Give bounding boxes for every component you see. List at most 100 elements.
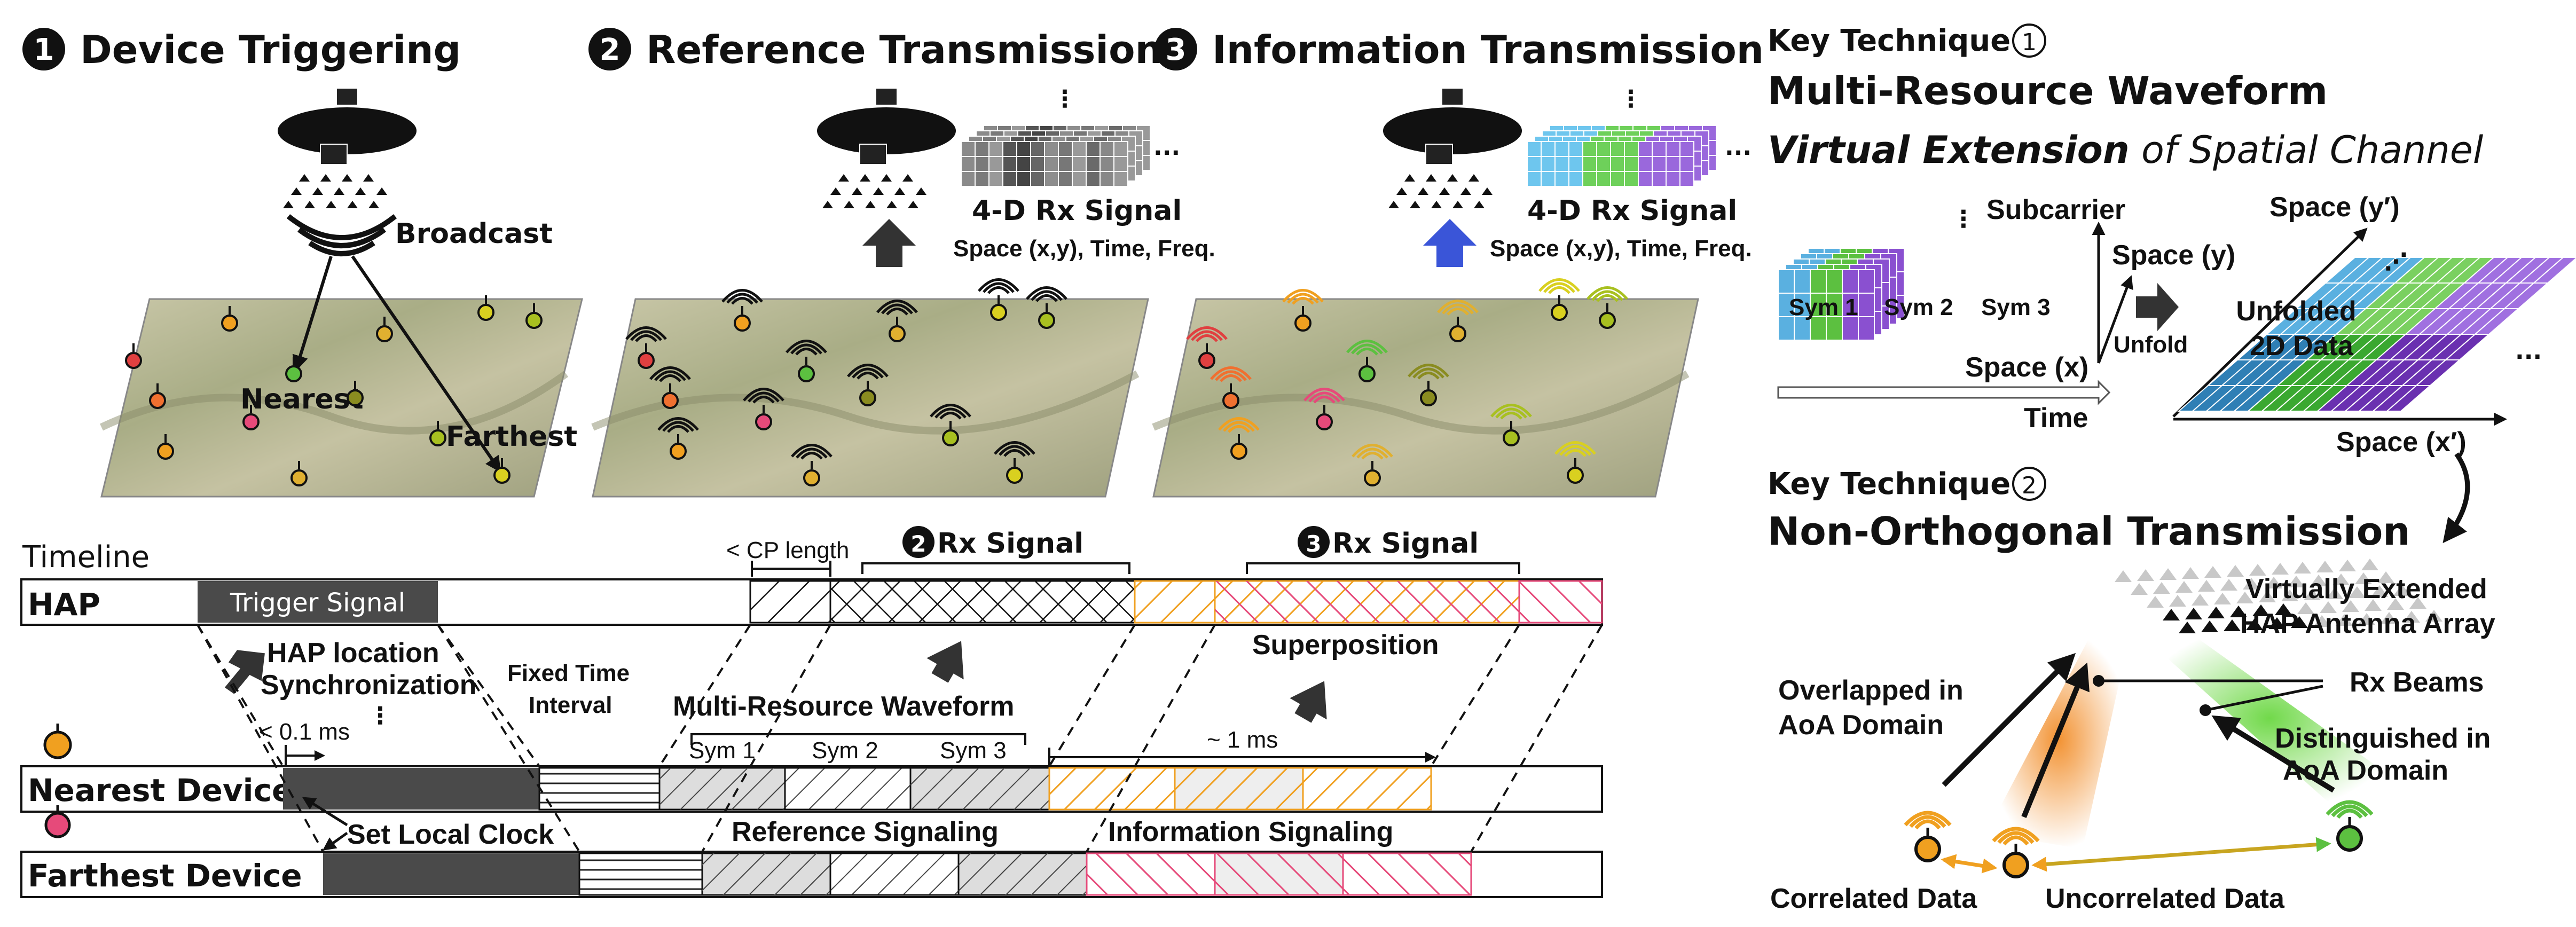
device-marker bbox=[477, 304, 494, 321]
hap-rx-block bbox=[830, 581, 1135, 623]
set-clock-label: Set Local Clock bbox=[347, 819, 554, 850]
virtual-antenna-array bbox=[2115, 559, 2443, 633]
device-marker bbox=[1599, 312, 1616, 329]
key2-distinguished1: Distinguished in bbox=[2275, 723, 2491, 754]
step2-title: Reference Transmission bbox=[646, 27, 1163, 72]
farthest-info1-block bbox=[1086, 852, 1216, 896]
up-arrow-3 bbox=[1423, 219, 1477, 267]
farthest-fixed-block bbox=[578, 852, 703, 896]
nearest-sym1-block bbox=[659, 768, 785, 810]
device-marker bbox=[376, 325, 393, 342]
key2-distinguished2: AoA Domain bbox=[2283, 755, 2448, 786]
device-markers-1 bbox=[125, 295, 543, 486]
rx3-label: Rx Signal bbox=[1332, 528, 1479, 560]
map-panel-2: ... ⋮ 4-D Rx Signal Space (x,y), Time, F… bbox=[591, 85, 1215, 498]
unfold-arrow bbox=[2136, 283, 2179, 331]
nearest-wait-block bbox=[283, 768, 539, 810]
device-marker bbox=[670, 443, 687, 460]
device-marker bbox=[1294, 315, 1311, 332]
farthest-sym3-block bbox=[959, 853, 1087, 895]
nearest-sym2-block bbox=[784, 767, 912, 811]
one-ms-label: ~ 1 ms bbox=[1207, 727, 1278, 753]
device-marker bbox=[1914, 836, 1941, 862]
mrw-label: Multi-Resource Waveform bbox=[673, 691, 1015, 722]
map-panel-3: ... ⋮ 4-D Rx Signal Space (x,y), Time, F… bbox=[1152, 85, 1752, 498]
key1-vdots: ⋮ bbox=[1952, 206, 1975, 233]
device-marker bbox=[221, 315, 238, 332]
device-marker bbox=[1567, 467, 1584, 484]
rx2-num: 2 bbox=[910, 531, 926, 557]
device-marker bbox=[859, 389, 876, 406]
device-marker bbox=[242, 413, 260, 430]
key1-space-x2: Space (x′) bbox=[2336, 427, 2467, 458]
farthest-sym2-block bbox=[829, 852, 960, 896]
device-marker bbox=[662, 392, 679, 409]
key1-sym2: Sym 2 bbox=[1884, 294, 1953, 320]
step2-num: 2 bbox=[600, 33, 621, 67]
rx-vdots-2: ⋮ bbox=[1053, 85, 1077, 113]
device-markers-2 bbox=[625, 278, 1067, 486]
map-panel-1: Broadcast Nearest Farthest bbox=[99, 88, 583, 498]
device-marker bbox=[285, 365, 302, 382]
device-marker bbox=[1364, 469, 1381, 486]
nearest-info1-block bbox=[1048, 767, 1176, 811]
device-marker bbox=[734, 315, 751, 332]
mrw-sym2: Sym 2 bbox=[812, 737, 878, 764]
device-marker bbox=[1358, 365, 1376, 382]
device-marker bbox=[347, 389, 364, 406]
device-marker bbox=[755, 413, 772, 430]
key1-sym1: Sym 1 bbox=[1789, 294, 1858, 320]
key1-subcarrier: Subcarrier bbox=[1986, 194, 2125, 225]
nearest-label: Nearest bbox=[240, 383, 364, 415]
hap-platform-1 bbox=[278, 88, 417, 256]
beam-distinguished bbox=[2136, 625, 2403, 812]
step1-num: 1 bbox=[34, 33, 54, 67]
mrw-sym3: Sym 3 bbox=[940, 737, 1007, 764]
key2-label: Key Technique bbox=[1768, 467, 2010, 501]
unfolded-2d-data bbox=[2177, 257, 2576, 412]
key2-overlapped2: AoA Domain bbox=[1778, 710, 1944, 741]
nearest-info2-block bbox=[1175, 768, 1303, 810]
beam-overlapped bbox=[1986, 630, 2131, 849]
device-marker bbox=[1316, 413, 1333, 430]
farthest-wait-block bbox=[323, 853, 579, 895]
device-marker bbox=[803, 469, 820, 486]
key2-title: Non-Orthogonal Transmission bbox=[1768, 509, 2410, 554]
key1-unfold: Unfold bbox=[2114, 332, 2188, 358]
hap-loc-1: HAP location bbox=[267, 638, 439, 669]
time-arrow bbox=[1777, 380, 2111, 405]
device-marker bbox=[525, 312, 543, 329]
key2-uncorrelated: Uncorrelated Data bbox=[2045, 883, 2285, 914]
device-marker bbox=[1503, 429, 1520, 446]
key2-correlated: Correlated Data bbox=[1770, 883, 1977, 914]
rx-ellipsis-3: ... bbox=[1725, 133, 1752, 161]
fixed-time-1: Fixed Time bbox=[507, 660, 630, 686]
farthest-label: Farthest bbox=[446, 421, 577, 453]
nearest-device-icon bbox=[43, 730, 72, 759]
nearest-info3-block bbox=[1302, 767, 1432, 811]
up-arrow-2 bbox=[862, 219, 916, 267]
key1-subtitle: Virtual Extension of Spatial Channel bbox=[1768, 128, 2484, 172]
nearest-sym3-block bbox=[910, 768, 1049, 810]
farthest-device-icon bbox=[44, 812, 71, 838]
step3-header: 3 Information Transmission bbox=[1155, 27, 1764, 72]
device-marker bbox=[157, 443, 174, 460]
key1-unfolded: Unfolded bbox=[2236, 296, 2356, 327]
rx-title-2: 4-D Rx Signal bbox=[972, 195, 1182, 227]
key-technique-1: Key Technique 1 Multi-Resource Waveform … bbox=[1768, 23, 2576, 544]
cp-length-label: < CP length bbox=[726, 537, 849, 563]
device-marker bbox=[493, 467, 511, 484]
nearest-row-label: Nearest Device bbox=[28, 772, 293, 808]
step1-header: 1 Device Triggering bbox=[22, 27, 461, 72]
farthest-sym1-block bbox=[702, 853, 830, 895]
trigger-signal-label: Trigger Signal bbox=[230, 588, 405, 618]
hap-orange-block bbox=[1134, 580, 1216, 624]
rx-ellipsis-2: ... bbox=[1153, 133, 1180, 161]
device-marker bbox=[1222, 392, 1239, 409]
rx2-label: Rx Signal bbox=[937, 528, 1083, 560]
rx-signal-cube-gray bbox=[961, 125, 1151, 187]
key1-sym3: Sym 3 bbox=[1981, 294, 2051, 320]
mrw-sym1: Sym 1 bbox=[689, 737, 756, 764]
trigger-signal-block bbox=[198, 581, 438, 623]
device-marker bbox=[1420, 389, 1437, 406]
